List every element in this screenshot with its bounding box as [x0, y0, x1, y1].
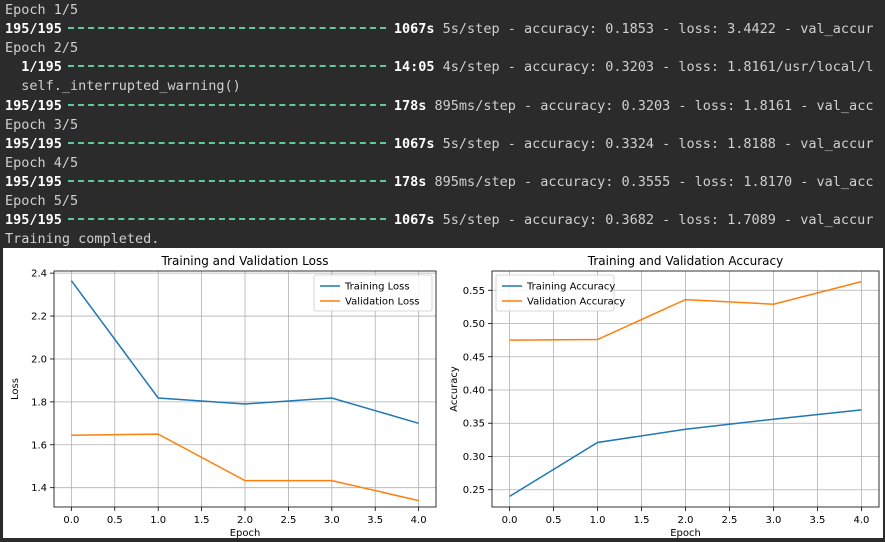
legend-label: Training Accuracy [526, 282, 615, 293]
x-tick-label: 0.0 [63, 515, 79, 526]
legend-label: Validation Accuracy [527, 297, 625, 308]
legend-label: Validation Loss [345, 297, 420, 308]
progress-line: 195/195 1067s 5s/step - accuracy: 0.3324 … [5, 135, 873, 154]
progress-bar [67, 218, 386, 221]
legend: Training Accuracy Validation Accuracy [495, 274, 625, 312]
log-line: Epoch 5/5 [5, 193, 79, 209]
step-counter: 195/195 [5, 21, 62, 38]
metrics-text: 895ms/step - accuracy: 0.3555 - loss: 1.… [426, 173, 874, 190]
progress-line: 1/195 14:05 4s/step - accuracy: 0.3203 - … [5, 58, 873, 77]
x-tick-label: 1.0 [150, 515, 166, 526]
y-tick-label: 0.30 [463, 452, 485, 463]
elapsed-time: 1067s [393, 135, 435, 152]
elapsed-time: 178s [393, 97, 427, 114]
progress-bar [67, 103, 386, 106]
y-tick-label: 0.40 [463, 385, 485, 396]
step-counter: 195/195 [5, 135, 62, 152]
series-line-1 [71, 433, 419, 502]
plot-frame [491, 270, 880, 508]
y-axis-label: Accuracy [449, 366, 460, 412]
plot-frame [53, 270, 437, 508]
legend: Training Loss Validation Loss [313, 274, 433, 312]
x-tick-label: 2.0 [678, 515, 694, 526]
y-tick-label: 1.4 [31, 483, 47, 494]
legend-box [495, 274, 615, 312]
x-axis-label: Epoch [230, 528, 261, 538]
metrics-text: 5s/step - accuracy: 0.3324 - loss: 1.818… [434, 135, 874, 152]
progress-bar [67, 65, 386, 68]
x-tick-label: 4.0 [853, 515, 869, 526]
log-line: Epoch 3/5 [5, 116, 79, 133]
progress-line: 195/195 1067s 5s/step - accuracy: 0.1853 … [5, 20, 873, 39]
y-tick-label: 1.8 [31, 397, 47, 408]
progress-bar [67, 27, 386, 30]
progress-line: 195/195 178s 895ms/step - accuracy: 0.355… [5, 173, 873, 192]
log-line: Epoch 1/5 [5, 2, 79, 18]
legend-label: Training Loss [344, 282, 410, 293]
y-tick-label: 2.2 [31, 312, 47, 323]
y-tick-label: 2.0 [31, 354, 47, 365]
figure-canvas: 0.0 0.5 1.0 1.5 2.0 2.5 3.0 3.5 4.0 1.4 1.6 1.8 2.0 2… [10, 254, 880, 539]
log-line: Training completed. [5, 231, 160, 248]
log-line: Epoch 4/5 [5, 154, 79, 171]
x-tick-label: 0.5 [107, 515, 123, 526]
x-tick-label: 4.0 [411, 515, 427, 526]
elapsed-time: 1067s [393, 21, 435, 38]
elapsed-time: 14:05 [393, 59, 435, 76]
step-counter: 195/195 [5, 97, 62, 114]
metrics-text: 5s/step - accuracy: 0.3682 - loss: 1.708… [434, 212, 874, 229]
elapsed-time: 1067s [393, 212, 435, 229]
terminal-output: Epoch 1/5 195/195 1067s 5s/step - accuracy… [0, 0, 885, 248]
progress-bar [67, 141, 386, 144]
elapsed-time: 178s [393, 173, 427, 190]
step-counter: 1/195 [5, 59, 62, 76]
y-tick-label: 0.45 [463, 352, 485, 363]
y-tick-label: 0.55 [463, 286, 485, 297]
series-line-1 [509, 280, 862, 341]
x-tick-label: 0.5 [546, 515, 562, 526]
chart-0: 0.0 0.5 1.0 1.5 2.0 2.5 3.0 3.5 4.0 1.4 1.6 1.8 2.0 2… [10, 254, 437, 539]
x-tick-label: 2.5 [722, 515, 738, 526]
chart-title: Training and Validation Loss [161, 254, 329, 268]
x-tick-label: 3.5 [809, 515, 825, 526]
log-line: Epoch 2/5 [5, 40, 79, 57]
log-line: self._interrupted_warning() [5, 78, 241, 95]
step-counter: 195/195 [5, 173, 62, 190]
x-tick-label: 2.5 [280, 515, 296, 526]
chart-1: 0.0 0.5 1.0 1.5 2.0 2.5 3.0 3.5 4.0 0.25 0.30 0.35 0… [449, 254, 880, 539]
legend-box [313, 274, 433, 312]
y-tick-label: 0.25 [463, 485, 485, 496]
x-tick-label: 3.0 [324, 515, 340, 526]
series-line-0 [509, 409, 862, 498]
y-tick-label: 0.50 [463, 319, 485, 330]
x-tick-label: 1.5 [194, 515, 210, 526]
training-figure: 0.0 0.5 1.0 1.5 2.0 2.5 3.0 3.5 4.0 1.4 1.6 1.8 2.0 2… [3, 248, 883, 539]
chart-title: Training and Validation Accuracy [587, 254, 783, 268]
progress-line: 195/195 178s 895ms/step - accuracy: 0.320… [5, 97, 873, 116]
progress-bar [67, 179, 386, 182]
y-tick-label: 1.6 [31, 440, 47, 451]
x-tick-label: 0.0 [502, 515, 518, 526]
x-tick-label: 3.0 [766, 515, 782, 526]
step-counter: 195/195 [5, 212, 62, 229]
metrics-text: 5s/step - accuracy: 0.1853 - loss: 3.442… [434, 21, 874, 38]
y-axis-label: Loss [10, 378, 21, 400]
y-tick-label: 2.4 [31, 269, 47, 280]
x-axis-label: Epoch [670, 528, 701, 538]
y-tick-label: 0.35 [463, 419, 485, 430]
x-tick-label: 3.5 [367, 515, 383, 526]
series-line-0 [70, 280, 419, 425]
x-tick-label: 1.0 [590, 515, 606, 526]
x-tick-label: 2.0 [237, 515, 253, 526]
progress-line: 195/195 1067s 5s/step - accuracy: 0.3682 … [5, 211, 873, 230]
x-tick-label: 1.5 [634, 515, 650, 526]
metrics-text: 4s/step - accuracy: 0.3203 - loss: 1.816… [434, 59, 874, 76]
metrics-text: 895ms/step - accuracy: 0.3203 - loss: 1.… [426, 97, 874, 114]
